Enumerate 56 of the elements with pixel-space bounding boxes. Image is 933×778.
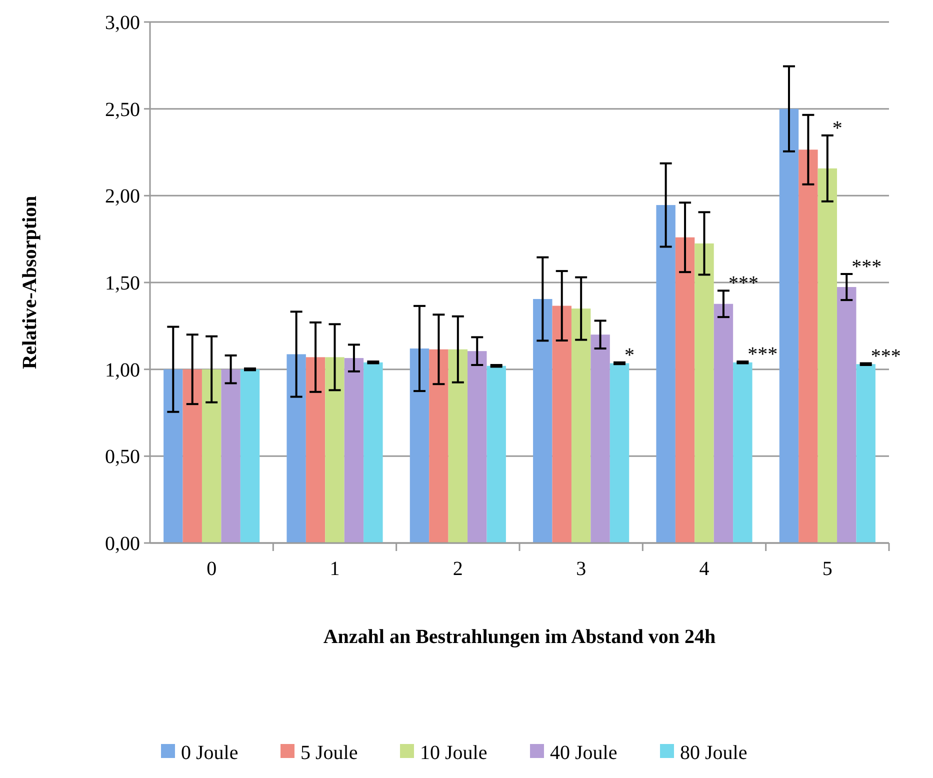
bar: [325, 357, 344, 543]
x-axis-title: Anzahl an Bestrahlungen im Abstand von 24h: [323, 626, 716, 648]
x-tick-label: 2: [452, 558, 463, 580]
bar: [364, 362, 383, 543]
y-tick-label: 0,50: [105, 446, 140, 468]
bar: [468, 351, 487, 543]
bar: [182, 369, 202, 543]
legend-label: 0 Joule: [181, 742, 238, 764]
bar: [837, 287, 856, 543]
y-tick-label: 2,50: [105, 98, 140, 121]
y-tick-label: 0,00: [105, 533, 140, 555]
y-tick-label: 1,00: [105, 359, 140, 382]
bar: [798, 150, 818, 543]
x-tick-label: 3: [576, 558, 586, 580]
bar: [779, 108, 799, 543]
legend-label: 40 Joule: [550, 742, 618, 764]
x-tick-label: 0: [206, 558, 217, 580]
bar: [675, 237, 695, 543]
bar: [714, 304, 734, 543]
bar: [656, 205, 676, 543]
bar: [240, 369, 260, 543]
y-tick-label: 3,00: [105, 12, 140, 34]
legend-label: 5 Joule: [300, 742, 358, 764]
bar: [344, 358, 364, 543]
x-tick-label: 4: [699, 558, 710, 580]
bar: [286, 354, 306, 543]
y-tick-label: 2,00: [105, 186, 140, 208]
bar: [448, 349, 468, 543]
bar: [533, 299, 552, 543]
bar: [571, 308, 591, 543]
annotation: *: [832, 117, 842, 140]
y-tick-label: 1,50: [105, 272, 140, 294]
annotation: ***: [852, 256, 882, 278]
bar: [306, 357, 326, 543]
bar: [221, 369, 240, 543]
bar: [164, 369, 183, 543]
bar: [694, 243, 714, 543]
legend-label: 10 Joule: [420, 742, 488, 764]
bar: [856, 364, 876, 543]
annotation: ***: [748, 344, 778, 366]
annotation: *: [624, 344, 635, 366]
y-axis-title: Relative-Absorption: [19, 196, 41, 370]
bar: [429, 349, 448, 543]
bar: [410, 348, 430, 543]
bar: [202, 369, 222, 543]
x-tick-label: 5: [822, 558, 832, 580]
bar: [486, 366, 506, 543]
bar: [610, 363, 630, 543]
legend-label: 80 Joule: [680, 742, 748, 764]
x-tick-label: 1: [330, 558, 340, 580]
bar: [552, 306, 572, 543]
bar: [733, 362, 752, 543]
bar: [590, 334, 610, 543]
annotation: ***: [728, 272, 758, 295]
bar: [818, 168, 838, 543]
annotation: ***: [870, 345, 901, 368]
